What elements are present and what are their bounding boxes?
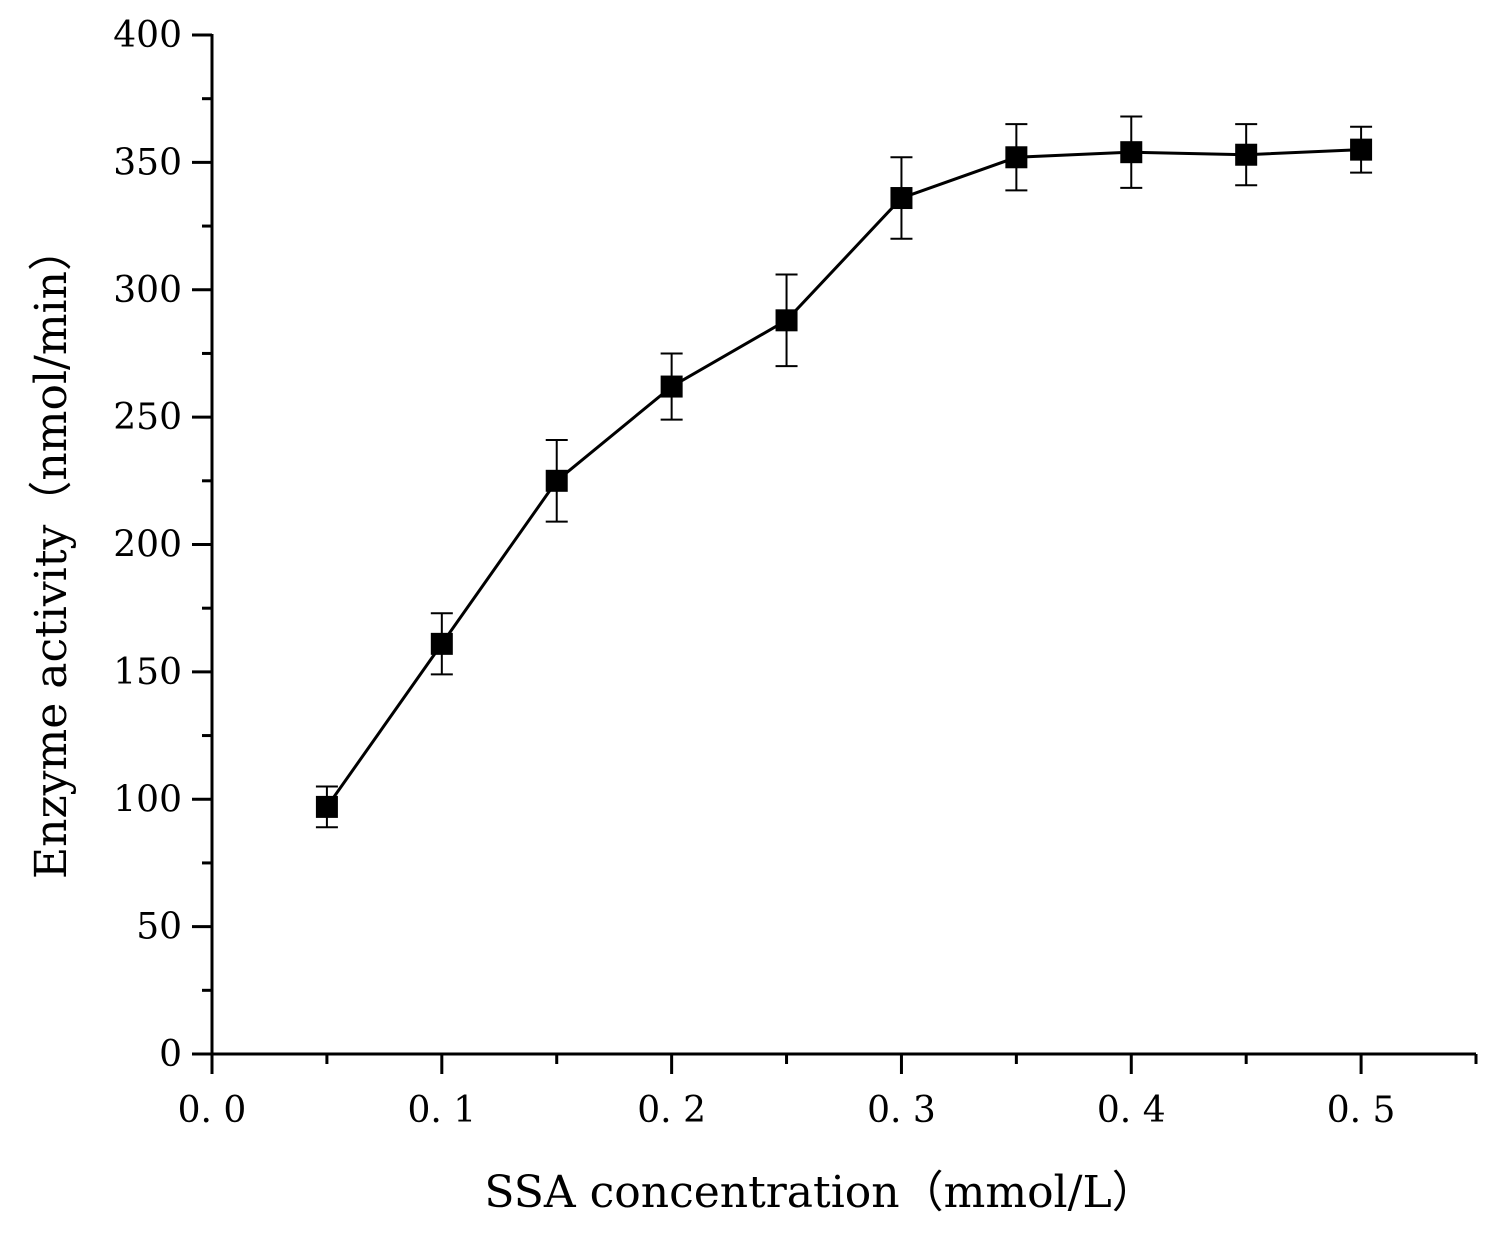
y-axis-title: Enzyme activity（nmol/min）	[26, 227, 77, 879]
data-point-marker	[1235, 143, 1258, 166]
x-tick-label: 0. 3	[867, 1090, 936, 1131]
series	[315, 115, 1373, 829]
y-tick-label: 0	[159, 1034, 182, 1075]
y-tick-label: 350	[113, 142, 182, 183]
y-tick-label: 400	[113, 15, 182, 56]
data-point-marker	[775, 309, 798, 332]
data-point-marker	[660, 375, 683, 398]
x-axis-title: SSA concentration（mmol/L）	[484, 1167, 1155, 1218]
y-tick-label: 150	[113, 652, 182, 693]
x-tick-label: 0. 5	[1327, 1090, 1396, 1131]
y-tick-label: 300	[113, 270, 182, 311]
y-tick-label: 250	[113, 397, 182, 438]
series-line	[325, 148, 1362, 808]
ticks: 0 50 100 150 200 250 300 350 400 0. 0 0. 1 0. 2 0. 3…	[113, 15, 1478, 1131]
x-tick-label: 0. 2	[637, 1090, 706, 1131]
data-point-marker	[1120, 141, 1143, 164]
data-point-marker	[1350, 138, 1373, 161]
data-point-marker	[430, 632, 453, 655]
y-tick-label: 200	[113, 525, 182, 566]
data-point-marker	[545, 469, 568, 492]
x-tick-label: 0. 1	[407, 1090, 476, 1131]
data-point-marker	[1005, 146, 1028, 169]
y-tick-label: 50	[136, 907, 182, 948]
data-point-marker	[315, 795, 338, 818]
axes	[210, 34, 1476, 1056]
y-tick-label: 100	[113, 779, 182, 820]
data-point-marker	[890, 187, 913, 210]
x-tick-label: 0. 4	[1097, 1090, 1166, 1131]
x-tick-label: 0. 0	[178, 1090, 247, 1131]
